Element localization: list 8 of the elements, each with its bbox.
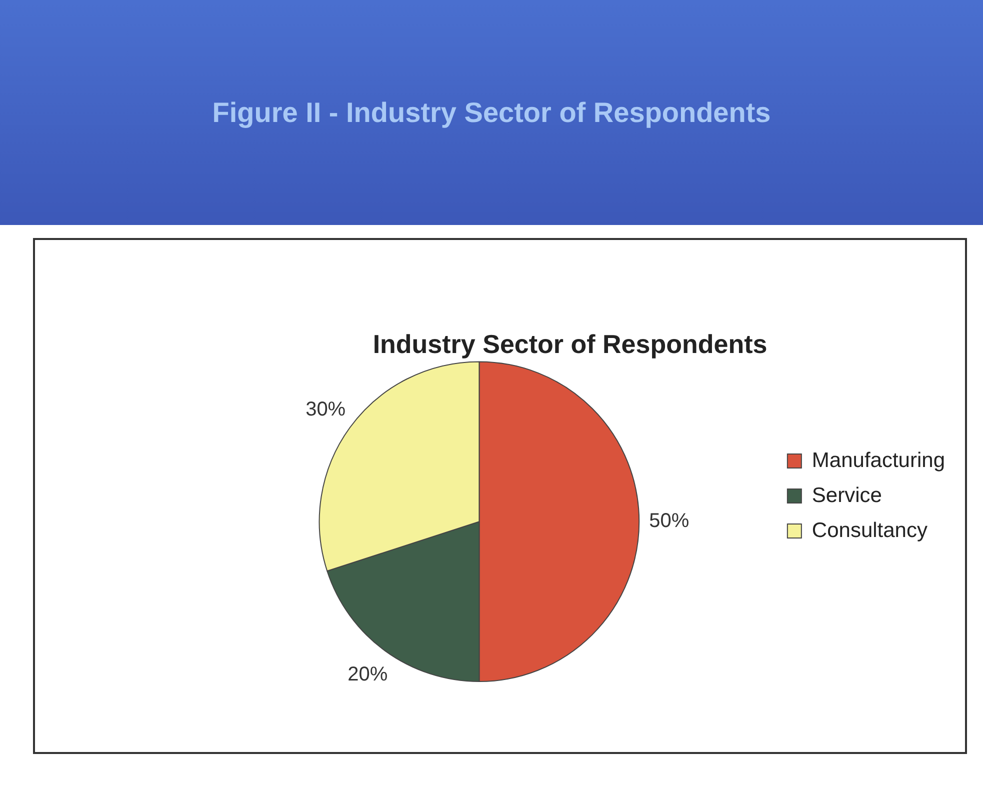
data-label: 30% xyxy=(306,398,346,420)
legend-label: Manufacturing xyxy=(812,448,946,472)
data-label: 50% xyxy=(649,510,690,532)
legend-label: Consultancy xyxy=(812,518,928,542)
chart-subtitle: Industry Sector of Respondents xyxy=(372,328,768,359)
data-label: 20% xyxy=(348,664,388,686)
legend-label: Service xyxy=(812,484,882,507)
chart-title: Figure II - Industry Sector of Respondents xyxy=(212,96,771,128)
